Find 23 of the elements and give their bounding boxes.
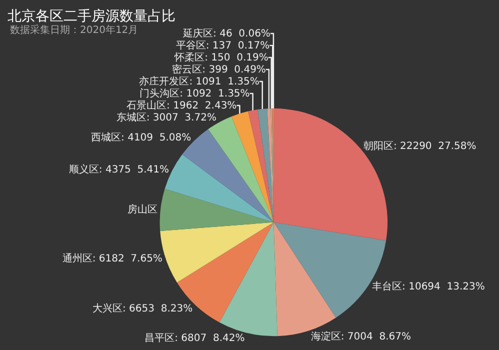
pie-slice [258, 108, 274, 222]
slice-label: 门头沟区: 1092 1.35% [140, 87, 250, 100]
slice-label: 昌平区: 6807 8.42% [144, 332, 245, 344]
slice-label: 延庆区: 46 0.06% [182, 27, 270, 40]
slice-label: 房山区 [127, 204, 158, 216]
slice-label: 密云区: 399 0.49% [172, 63, 266, 76]
pie-slice [160, 222, 274, 282]
slice-label: 大兴区: 6653 8.23% [92, 302, 193, 314]
slice-label: 西城区: 4109 5.08% [91, 132, 192, 144]
chart-title: 北京各区二手房源数量占比 [7, 8, 176, 24]
slice-label: 通州区: 6182 7.65% [62, 252, 162, 264]
chart-subtitle: 数据采集日期：2020年12月 [10, 24, 138, 36]
slice-label: 海淀区: 7004 8.67% [310, 330, 411, 342]
slice-label: 平谷区: 137 0.17% [176, 39, 270, 52]
slice-label: 东城区: 3007 3.72% [116, 111, 216, 124]
pie-slice [232, 111, 274, 222]
slice-label: 朝阳区: 22290 27.58% [363, 140, 476, 152]
slice-label: 亦庄开发区: 1091 1.35% [139, 75, 260, 88]
slice-label: 丰台区: 10694 13.23% [372, 280, 485, 292]
slice-label: 石景山区: 1962 2.43% [126, 99, 237, 112]
slice-label: 怀柔区: 150 0.19% [174, 51, 268, 64]
pie-slice [160, 188, 274, 231]
slice-label: 顺义区: 4375 5.41% [68, 164, 170, 176]
